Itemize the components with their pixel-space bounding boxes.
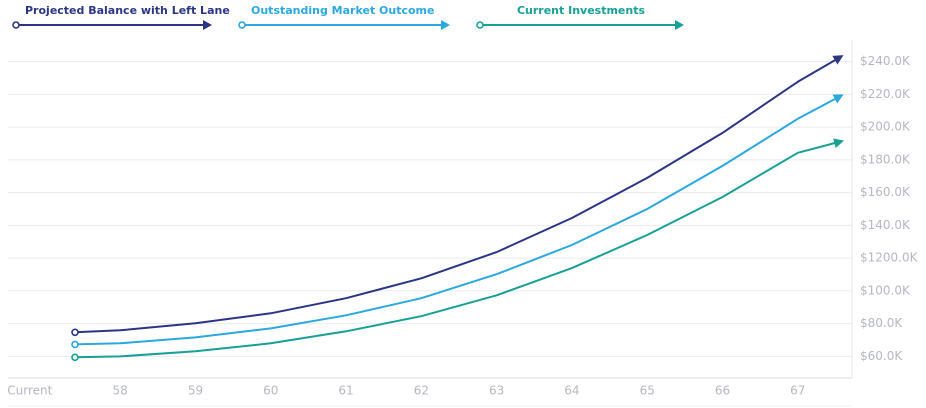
x-tick-label: 63 bbox=[489, 384, 504, 398]
legend-dot bbox=[12, 21, 20, 29]
x-tick-label: 66 bbox=[715, 384, 730, 398]
legend-arrow bbox=[675, 20, 684, 30]
legend-arrow bbox=[441, 20, 450, 30]
y-tick-label: $200.0K bbox=[860, 120, 911, 134]
y-tick-label: $180.0K bbox=[860, 152, 911, 166]
x-tick-label: 59 bbox=[188, 384, 203, 398]
series-line bbox=[74, 94, 844, 346]
start-point bbox=[71, 340, 79, 349]
x-tick-label: 67 bbox=[790, 384, 805, 398]
legend-item: Outstanding Market Outcome bbox=[238, 4, 450, 30]
y-tick-label: $240.0K bbox=[860, 54, 911, 68]
legend-dot bbox=[476, 21, 484, 29]
legend-arrow bbox=[203, 20, 212, 30]
legend-item: Current Investments bbox=[476, 4, 684, 30]
y-tick-label: $100.0K bbox=[860, 283, 911, 297]
legend-dot bbox=[238, 21, 246, 29]
series-line bbox=[74, 55, 844, 334]
x-tick-label: 60 bbox=[263, 384, 278, 398]
x-tick-label: 58 bbox=[113, 384, 128, 398]
legend-label: Projected Balance with Left Lane bbox=[25, 4, 230, 17]
legend-label: Current Investments bbox=[517, 4, 646, 17]
start-point bbox=[71, 328, 79, 337]
start-point bbox=[71, 353, 79, 362]
y-tick-label: $1200.0K bbox=[860, 251, 919, 265]
y-tick-label: $160.0K bbox=[860, 185, 911, 199]
x-tick-label: 61 bbox=[338, 384, 353, 398]
legend-item: Projected Balance with Left Lane bbox=[12, 4, 230, 30]
y-tick-label: $220.0K bbox=[860, 87, 911, 101]
y-tick-label: $80.0K bbox=[860, 316, 903, 330]
x-tick-label: Current bbox=[7, 384, 52, 398]
y-tick-label: $140.0K bbox=[860, 218, 911, 232]
y-tick-label: $60.0K bbox=[860, 349, 903, 363]
series-line bbox=[74, 138, 845, 359]
x-tick-label: 64 bbox=[564, 384, 579, 398]
x-tick-label: 62 bbox=[414, 384, 429, 398]
x-tick-label: 65 bbox=[640, 384, 655, 398]
legend-label: Outstanding Market Outcome bbox=[251, 4, 434, 17]
